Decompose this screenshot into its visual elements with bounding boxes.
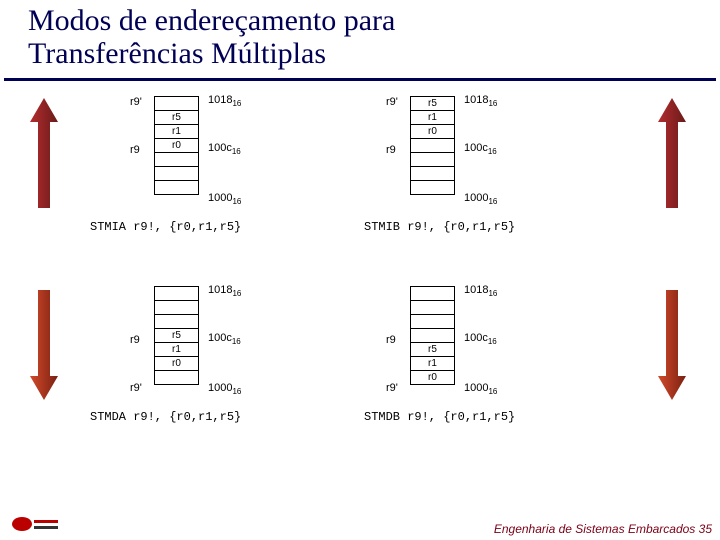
- addr-1018: 101816: [208, 94, 241, 108]
- cell-r5-4: r5: [411, 343, 455, 357]
- addr-100c-4: 100c16: [464, 332, 497, 346]
- cell-r1: r1: [155, 125, 199, 139]
- addr-1000-3: 100016: [208, 382, 241, 396]
- cell-r1-3: r1: [155, 343, 199, 357]
- cell-r0-2: r0: [411, 125, 455, 139]
- lbl-r9p-2: r9': [386, 96, 398, 108]
- mem-stmia: r5 r1 r0: [154, 96, 199, 195]
- addr-1018-3: 101816: [208, 284, 241, 298]
- quad-stmdb: r9 r9' r5 r1 r0 101816 100c16 100016 STM…: [380, 282, 720, 482]
- mem-stmib: r5 r1 r0: [410, 96, 455, 195]
- caption-stmda: STMDA r9!, {r0,r1,r5}: [90, 410, 241, 424]
- lbl-r9: r9: [130, 144, 140, 156]
- addr-1000: 100016: [208, 192, 241, 206]
- mem-stmdb: r5 r1 r0: [410, 286, 455, 385]
- cell-r0-4: r0: [411, 371, 455, 385]
- lbl-r9p-3: r9': [130, 382, 142, 394]
- lbl-r9-2: r9: [386, 144, 396, 156]
- addr-1018-4: 101816: [464, 284, 497, 298]
- lbl-r9-3: r9: [130, 334, 140, 346]
- addr-1000-2: 100016: [464, 192, 497, 206]
- title-line2: Transferências Múltiplas: [28, 37, 326, 70]
- quad-stmib: r9' r9 r5 r1 r0 101816 100c16 100016 STM…: [380, 92, 720, 292]
- title-underline: [4, 78, 716, 81]
- addr-100c-2: 100c16: [464, 142, 497, 156]
- cell-r5-2: r5: [411, 97, 455, 111]
- addr-1018-2: 101816: [464, 94, 497, 108]
- cell-r0: r0: [155, 139, 199, 153]
- arrow-up-left: [30, 98, 58, 208]
- title-line1: Modos de endereçamento para: [28, 4, 395, 37]
- addr-100c: 100c16: [208, 142, 241, 156]
- caption-stmdb: STMDB r9!, {r0,r1,r5}: [364, 410, 515, 424]
- cell-r1-2: r1: [411, 111, 455, 125]
- addr-100c-3: 100c16: [208, 332, 241, 346]
- cell-r5-3: r5: [155, 329, 199, 343]
- mem-stmda: r5 r1 r0: [154, 286, 199, 385]
- caption-stmia: STMIA r9!, {r0,r1,r5}: [90, 220, 241, 234]
- logo: [10, 514, 60, 534]
- lbl-r9p-4: r9': [386, 382, 398, 394]
- caption-stmib: STMIB r9!, {r0,r1,r5}: [364, 220, 515, 234]
- footer-text: Engenharia de Sistemas Embarcados 35: [494, 522, 712, 536]
- cell-r5: r5: [155, 111, 199, 125]
- diagram-area: r9' r9 r5 r1 r0 101816 100c16 100016 STM…: [0, 92, 720, 492]
- lbl-r9-4: r9: [386, 334, 396, 346]
- lbl-r9p: r9': [130, 96, 142, 108]
- cell-r0-3: r0: [155, 357, 199, 371]
- arrow-down-left: [30, 290, 58, 400]
- addr-1000-4: 100016: [464, 382, 497, 396]
- cell-r1-4: r1: [411, 357, 455, 371]
